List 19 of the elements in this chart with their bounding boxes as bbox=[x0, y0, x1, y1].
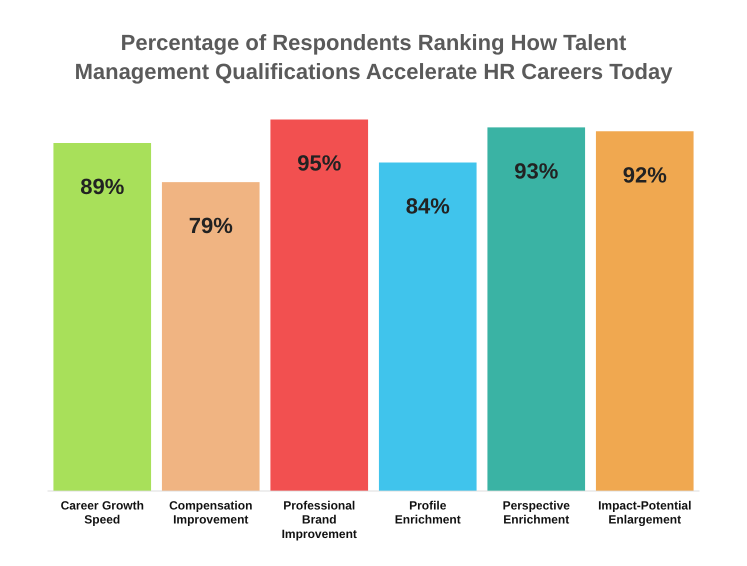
bar bbox=[53, 142, 152, 491]
x-tick-label: Compensation Improvement bbox=[169, 498, 252, 527]
data-label: 95% bbox=[297, 150, 342, 176]
bar bbox=[270, 120, 368, 491]
bar bbox=[487, 127, 586, 491]
x-tick-label: Perspective Enrichment bbox=[502, 498, 570, 527]
data-label: 92% bbox=[622, 162, 667, 188]
chart-title: Percentage of Respondents Ranking How Talent Management Qualifications Accelerate HR Careers Today bbox=[74, 29, 674, 86]
bar bbox=[378, 162, 477, 491]
x-tick-label: Impact-Potential Enlargement bbox=[598, 498, 692, 527]
data-label: 93% bbox=[514, 158, 558, 184]
x-tick-label: Profile Enrichment bbox=[394, 498, 461, 527]
data-label: 89% bbox=[80, 174, 124, 200]
data-label: 79% bbox=[188, 213, 233, 238]
x-tick-label: Professional Brand Improvement bbox=[282, 498, 357, 542]
bar bbox=[596, 131, 694, 491]
data-label: 84% bbox=[406, 194, 450, 219]
bar bbox=[162, 182, 260, 491]
x-tick-label: Career Growth Speed bbox=[60, 498, 144, 527]
